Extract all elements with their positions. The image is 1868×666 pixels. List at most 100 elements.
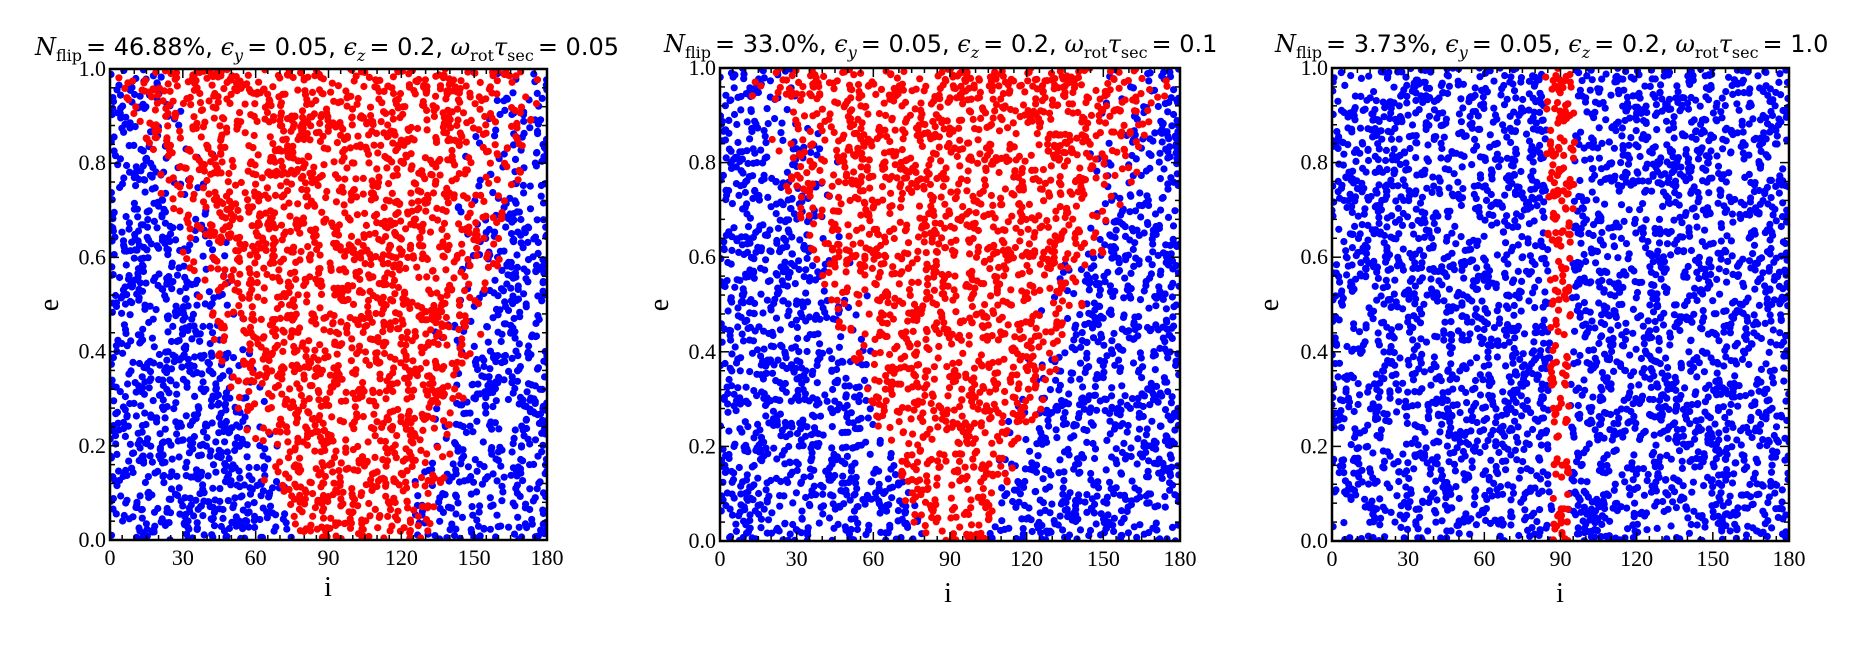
non-flip-point [1044,416,1052,424]
flip-point [253,117,261,125]
flip-point [348,335,356,343]
non-flip-point [199,481,207,489]
non-flip-point [524,380,533,388]
flip-point [475,126,483,134]
flip-point [458,359,466,367]
flip-point [360,82,368,91]
non-flip-point [899,478,907,486]
flip-point [366,512,374,520]
flip-point [335,467,343,475]
non-flip-point [720,325,728,333]
non-flip-point [770,343,778,351]
non-flip-point [1037,529,1045,537]
flip-point [378,237,386,245]
flip-point [279,363,287,371]
flip-point [443,90,451,98]
flip-point [226,99,234,107]
flip-point [288,361,296,370]
flip-point [445,135,453,143]
non-flip-point [133,246,141,254]
flip-point [365,230,374,238]
non-flip-point [522,275,530,283]
non-flip-point [205,288,213,296]
flip-point [294,407,303,415]
flip-point [315,389,323,397]
non-flip-point [229,461,237,469]
flip-point [301,160,309,168]
flip-point [473,244,481,252]
non-flip-point [1022,435,1030,444]
non-flip-point [165,389,173,397]
flip-point [217,143,225,151]
non-flip-point [864,414,872,422]
non-flip-point [751,299,759,307]
flip-point [154,91,162,99]
non-flip-point [1111,233,1119,242]
flip-point [269,83,277,91]
non-flip-point [513,472,521,480]
non-flip-point [110,473,117,481]
non-flip-point [183,379,191,387]
non-flip-point [776,326,785,334]
non-flip-point [127,367,135,375]
flip-point [365,159,373,167]
non-flip-point [866,450,874,458]
non-flip-point [173,430,181,438]
flip-point [149,145,157,154]
non-flip-point [1126,208,1134,216]
non-flip-point [766,247,774,255]
flip-point [335,187,343,195]
flip-point [151,133,159,142]
non-flip-point [472,361,480,369]
flip-point [317,290,326,298]
flip-point [264,90,272,98]
flip-point [254,151,262,159]
non-flip-point [803,334,811,343]
flip-point [433,289,441,297]
flip-point [320,314,328,322]
non-flip-point [1084,396,1092,404]
non-flip-point [473,467,481,475]
flip-point [193,221,202,229]
flip-point [438,206,447,214]
flip-point [354,467,362,475]
non-flip-point [772,526,781,534]
non-flip-point [173,271,182,279]
non-flip-point [162,295,170,303]
flip-point [210,335,218,344]
non-flip-point [802,289,810,297]
non-flip-point [209,533,217,540]
non-flip-point [1173,242,1180,251]
non-flip-point [720,338,726,346]
non-flip-point [759,309,767,317]
flip-point [280,168,288,176]
non-flip-point [736,276,744,284]
flip-point [182,164,190,172]
non-flip-point [510,210,518,218]
flip-point [423,255,431,263]
non-flip-point [887,450,895,458]
flip-point [269,140,277,148]
flip-point [341,209,349,217]
non-flip-point [1134,435,1142,443]
flip-point [346,144,354,152]
non-flip-point [135,524,143,532]
non-flip-point [1091,454,1099,463]
flip-point [354,94,362,103]
flip-point [360,314,368,323]
flip-point [450,194,458,202]
flip-point [422,359,430,367]
flip-point [467,159,475,167]
flip-point [495,255,503,263]
non-flip-point [1052,426,1060,434]
non-flip-point [471,395,479,403]
non-flip-point [190,362,198,370]
non-flip-point [1136,189,1144,197]
non-flip-point [455,478,464,486]
non-flip-point [184,355,192,363]
non-flip-point [749,496,757,504]
flip-point [390,128,398,136]
flip-point [251,192,259,200]
flip-point [403,467,411,475]
flip-point [453,121,461,129]
